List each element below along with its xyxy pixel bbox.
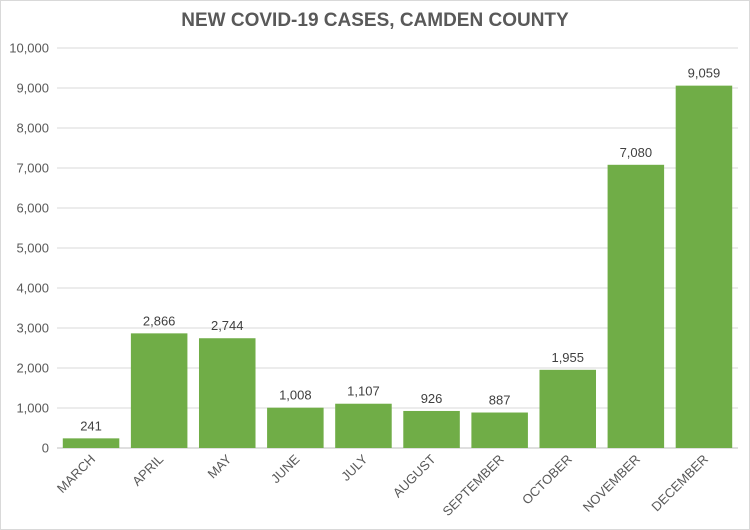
- x-tick-label: APRIL: [129, 452, 166, 489]
- y-tick-label: 2,000: [16, 361, 49, 376]
- y-tick-label: 7,000: [16, 161, 49, 176]
- x-tick-label: JULY: [338, 451, 371, 484]
- y-tick-label: 5,000: [16, 241, 49, 256]
- y-tick-label: 8,000: [16, 121, 49, 136]
- data-label: 241: [80, 418, 102, 433]
- x-tick-label: JUNE: [268, 451, 303, 486]
- data-label: 1,107: [347, 384, 380, 399]
- bar: [607, 164, 665, 449]
- y-tick-label: 0: [42, 441, 49, 456]
- y-tick-label: 10,000: [9, 41, 49, 56]
- bar: [335, 403, 392, 448]
- chart-title: NEW COVID-19 CASES, CAMDEN COUNTY: [181, 10, 569, 31]
- data-labels: 241 2,866 2,744 1,008 1,107 926 887 1,955 7,080 9…: [80, 66, 720, 434]
- y-tick-label: 9,000: [16, 81, 49, 96]
- bar: [130, 333, 188, 448]
- data-label: 2,744: [211, 318, 244, 333]
- y-axis-ticks: 0 1,000 2,000 3,000 4,000 5,000 6,000 7,000 8,00…: [9, 41, 49, 456]
- data-label: 1,955: [551, 350, 584, 365]
- x-axis-ticks: MARCH APRIL MAY JUNE JULY AUGUST SEPTEMBER OCTO…: [54, 451, 711, 519]
- bar: [675, 85, 733, 448]
- data-label: 887: [489, 393, 511, 408]
- y-tick-label: 6,000: [16, 201, 49, 216]
- y-tick-label: 3,000: [16, 321, 49, 336]
- bar: [471, 412, 528, 448]
- x-tick-label: MAY: [205, 451, 235, 481]
- bar: [62, 438, 120, 448]
- y-tick-label: 1,000: [16, 401, 49, 416]
- x-tick-label: DECEMBER: [648, 452, 711, 515]
- bar: [198, 338, 256, 448]
- x-tick-label: SEPTEMBER: [439, 452, 506, 519]
- bar: [539, 369, 597, 448]
- x-tick-label: NOVEMBER: [580, 452, 643, 515]
- bar: [403, 410, 460, 448]
- x-tick-label: MARCH: [54, 452, 98, 496]
- x-tick-label: AUGUST: [390, 451, 439, 500]
- x-tick-label: OCTOBER: [519, 452, 575, 508]
- data-label: 2,866: [143, 313, 176, 328]
- data-label: 926: [421, 391, 443, 406]
- y-tick-label: 4,000: [16, 281, 49, 296]
- data-label: 1,008: [279, 388, 312, 403]
- bar: [267, 407, 324, 448]
- data-label: 7,080: [620, 145, 653, 160]
- bars: [62, 85, 733, 449]
- data-label: 9,059: [688, 66, 721, 81]
